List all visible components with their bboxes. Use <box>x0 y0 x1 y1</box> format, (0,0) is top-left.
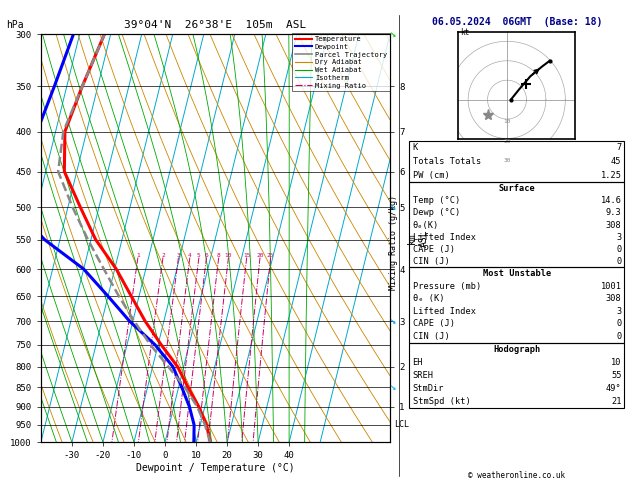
Text: kt: kt <box>460 29 470 37</box>
Text: 20: 20 <box>256 253 264 258</box>
Text: 0: 0 <box>616 257 621 266</box>
Text: 8: 8 <box>217 253 221 258</box>
Text: hPa: hPa <box>6 20 24 30</box>
Text: 5: 5 <box>197 253 201 258</box>
Text: Most Unstable: Most Unstable <box>482 269 551 278</box>
Text: →: → <box>386 28 398 40</box>
X-axis label: Dewpoint / Temperature (°C): Dewpoint / Temperature (°C) <box>136 463 295 473</box>
Y-axis label: km
ASL: km ASL <box>407 229 429 247</box>
Text: StmSpd (kt): StmSpd (kt) <box>413 397 470 406</box>
Text: LCL: LCL <box>394 420 409 429</box>
Text: 3: 3 <box>616 307 621 316</box>
Text: 0: 0 <box>616 319 621 329</box>
Text: 20: 20 <box>503 139 511 143</box>
Text: 10: 10 <box>611 358 621 367</box>
Text: 21: 21 <box>611 397 621 406</box>
Text: θₑ (K): θₑ (K) <box>413 295 444 303</box>
Text: K: K <box>413 143 418 152</box>
Text: 2: 2 <box>161 253 165 258</box>
Text: 30: 30 <box>503 158 511 163</box>
Text: CAPE (J): CAPE (J) <box>413 319 455 329</box>
Text: CIN (J): CIN (J) <box>413 332 449 341</box>
Text: Mixing Ratio (g/kg): Mixing Ratio (g/kg) <box>389 195 398 291</box>
Text: 0: 0 <box>616 245 621 254</box>
Text: →: → <box>386 315 398 327</box>
Text: CAPE (J): CAPE (J) <box>413 245 455 254</box>
Text: SREH: SREH <box>413 371 433 380</box>
Text: PW (cm): PW (cm) <box>413 171 449 179</box>
Text: 15: 15 <box>243 253 250 258</box>
Text: EH: EH <box>413 358 423 367</box>
Text: © weatheronline.co.uk: © weatheronline.co.uk <box>468 471 565 480</box>
Text: 308: 308 <box>606 221 621 229</box>
Text: CIN (J): CIN (J) <box>413 257 449 266</box>
Text: 3: 3 <box>616 233 621 242</box>
Text: 55: 55 <box>611 371 621 380</box>
Title: 39°04'N  26°38'E  105m  ASL: 39°04'N 26°38'E 105m ASL <box>125 20 306 31</box>
Text: θₑ(K): θₑ(K) <box>413 221 439 229</box>
Text: 25: 25 <box>267 253 274 258</box>
Text: →: → <box>386 381 398 393</box>
Text: Pressure (mb): Pressure (mb) <box>413 282 481 291</box>
Text: Totals Totals: Totals Totals <box>413 157 481 166</box>
Text: Dewp (°C): Dewp (°C) <box>413 208 460 217</box>
Text: Hodograph: Hodograph <box>493 345 540 354</box>
Text: Surface: Surface <box>498 184 535 193</box>
Text: 06.05.2024  06GMT  (Base: 18): 06.05.2024 06GMT (Base: 18) <box>431 17 602 27</box>
Text: 0: 0 <box>616 332 621 341</box>
Text: 1001: 1001 <box>601 282 621 291</box>
Text: 9.3: 9.3 <box>606 208 621 217</box>
Text: 10: 10 <box>503 119 511 124</box>
Text: StmDir: StmDir <box>413 384 444 393</box>
Text: 45: 45 <box>611 157 621 166</box>
Text: 14.6: 14.6 <box>601 196 621 205</box>
Text: 49°: 49° <box>606 384 621 393</box>
Text: Lifted Index: Lifted Index <box>413 307 476 316</box>
Text: 4: 4 <box>188 253 192 258</box>
Text: 6: 6 <box>204 253 208 258</box>
Text: Temp (°C): Temp (°C) <box>413 196 460 205</box>
Text: →: → <box>386 201 398 213</box>
Text: 308: 308 <box>606 295 621 303</box>
Legend: Temperature, Dewpoint, Parcel Trajectory, Dry Adiabat, Wet Adiabat, Isotherm, Mi: Temperature, Dewpoint, Parcel Trajectory… <box>292 34 390 91</box>
Text: 1: 1 <box>136 253 140 258</box>
Text: 10: 10 <box>225 253 232 258</box>
Text: 3: 3 <box>177 253 181 258</box>
Text: 1.25: 1.25 <box>601 171 621 179</box>
Text: Lifted Index: Lifted Index <box>413 233 476 242</box>
Text: 7: 7 <box>616 143 621 152</box>
